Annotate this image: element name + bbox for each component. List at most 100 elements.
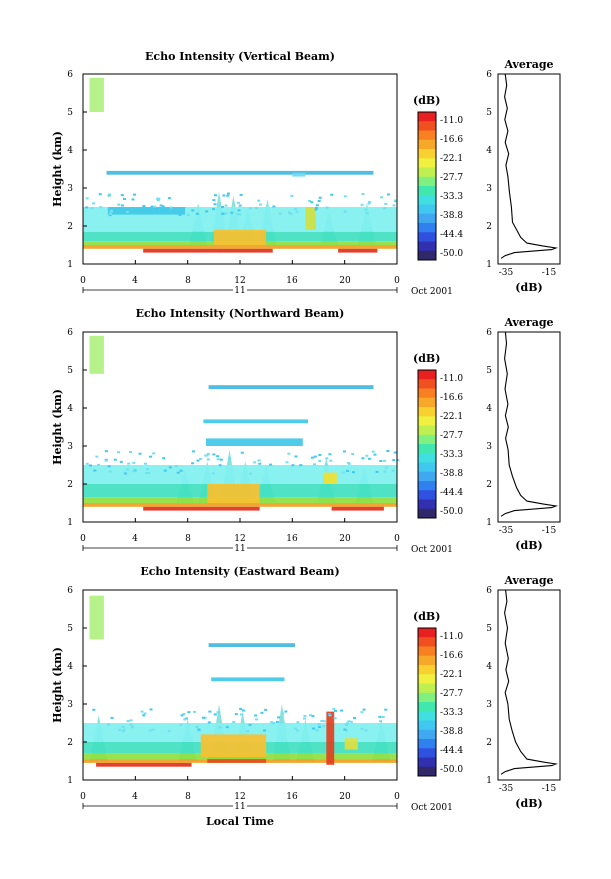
date-month-label: Oct 2001 <box>411 545 453 555</box>
echo-region <box>326 711 335 765</box>
colorbar-swatch <box>418 149 436 159</box>
echo-speck <box>93 469 97 472</box>
echo-region <box>338 248 378 253</box>
echo-speck <box>132 470 136 473</box>
echo-speck <box>203 716 207 719</box>
echo-speck <box>310 201 314 204</box>
echo-speck <box>104 450 108 453</box>
echo-speck <box>329 459 333 462</box>
plot-frame <box>82 589 398 781</box>
echo-speck <box>120 204 124 207</box>
echo-speck <box>318 725 322 728</box>
colorbar-label: -16.6 <box>440 393 463 403</box>
echo-speck <box>296 721 300 724</box>
echo-speck <box>236 201 240 204</box>
echo-speck <box>279 721 283 724</box>
x-tick-label: -35 <box>499 268 514 278</box>
echo-speck <box>384 202 388 205</box>
echo-speck <box>167 197 171 200</box>
profile-x-label: (dB) <box>515 539 542 552</box>
colorbar-swatch <box>418 204 436 215</box>
echo-region <box>207 484 260 503</box>
echo-speck <box>95 455 99 458</box>
colorbar-unit: (dB) <box>413 352 440 365</box>
echo-speck <box>221 205 225 208</box>
echo-speck <box>361 457 365 460</box>
echo-speck <box>258 203 262 206</box>
colorbar-label: -50.0 <box>440 507 463 517</box>
echo-region <box>331 506 384 511</box>
echo-speck <box>90 207 94 210</box>
echo-speck <box>179 469 183 472</box>
y-tick-label: 2 <box>486 480 492 490</box>
echo-speck <box>218 464 222 467</box>
echo-speck <box>92 202 96 205</box>
colorbar-swatch <box>418 481 436 491</box>
echo-speck <box>108 214 112 217</box>
echo-speck <box>234 713 238 716</box>
colorbar-swatch <box>418 748 436 758</box>
y-tick-label: 4 <box>67 146 73 156</box>
colorbar-unit: (dB) <box>413 94 440 107</box>
echo-speck <box>364 729 368 732</box>
x-tick-label: -15 <box>542 526 557 536</box>
echo-speck <box>129 723 133 726</box>
average-profile: Average 1 2 3 4 5 6 -35 -15 (dB) <box>486 574 561 810</box>
colorbar: (dB) -11.0 -16.6 -22.1 -27.7 -33.3 -38.8… <box>413 94 463 261</box>
colorbar-swatch <box>418 646 436 657</box>
echo-speck <box>387 193 391 196</box>
echo-region <box>89 335 104 374</box>
echo-speck <box>289 212 293 215</box>
echo-region <box>143 248 273 253</box>
echo-speck <box>327 712 331 715</box>
y-tick-label: 1 <box>67 518 73 528</box>
y-tick-label: 5 <box>486 108 492 118</box>
echo-speck <box>156 197 160 200</box>
echo-speck <box>97 463 101 466</box>
echo-speck <box>196 459 200 462</box>
echo-speck <box>208 710 212 713</box>
echo-speck <box>396 459 400 462</box>
x-tick-label: 8 <box>185 534 191 544</box>
echo-speck <box>318 459 322 462</box>
echo-speck <box>302 717 306 720</box>
echo-speck <box>373 453 377 456</box>
echo-speck <box>156 199 160 202</box>
y-tick-label: 1 <box>67 260 73 270</box>
colorbar-label: -44.4 <box>440 488 463 498</box>
colorbar-swatch <box>418 370 436 380</box>
echo-speck <box>310 456 314 459</box>
echo-speck <box>108 193 112 196</box>
echo-speck <box>342 450 346 453</box>
y-tick-label: 6 <box>486 586 492 596</box>
echo-speck <box>230 211 234 214</box>
echo-speck <box>117 451 121 454</box>
colorbar-swatch <box>418 490 436 500</box>
echo-speck <box>380 196 384 199</box>
colorbar-label: -33.3 <box>440 708 463 718</box>
echo-speck <box>347 720 351 723</box>
colorbar-swatch <box>418 232 436 242</box>
echo-speck <box>287 452 291 455</box>
echo-speck <box>169 206 173 209</box>
colorbar-swatch <box>418 674 436 684</box>
x-tick-labels: 0 4 8 12 16 20 0 <box>80 276 400 286</box>
echo-speck <box>295 210 299 213</box>
echo-speck <box>270 721 274 724</box>
echo-region <box>89 595 104 640</box>
echo-speck <box>367 457 371 460</box>
colorbar-swatch <box>418 453 436 463</box>
colorbar-swatch <box>418 186 436 196</box>
colorbar-label: -44.4 <box>440 230 463 240</box>
colorbar-label: -27.7 <box>440 689 463 699</box>
colorbar-swatches <box>418 370 436 519</box>
echo-region <box>89 77 104 112</box>
echo-speck <box>303 714 307 717</box>
echo-speck <box>341 471 345 474</box>
echo-speck <box>284 710 288 713</box>
heatmap-area <box>82 589 398 781</box>
heatmap-area <box>82 73 398 265</box>
echo-speck <box>257 199 261 202</box>
echo-speck <box>317 200 321 203</box>
echo-speck <box>191 450 195 453</box>
